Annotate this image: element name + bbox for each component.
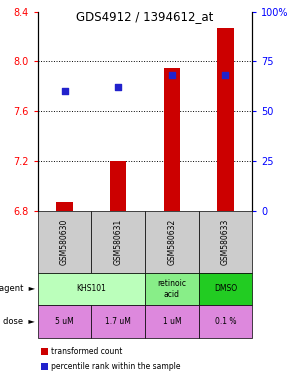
Text: 5 uM: 5 uM [55,317,74,326]
Text: KHS101: KHS101 [76,285,106,293]
Point [62,88,67,94]
Text: dose  ►: dose ► [3,317,35,326]
Point [116,84,121,91]
Text: 1.7 uM: 1.7 uM [105,317,131,326]
Text: GSM580633: GSM580633 [221,219,230,265]
Bar [110,161,126,211]
Text: DMSO: DMSO [214,285,237,293]
Bar [164,68,180,211]
Point [169,72,174,78]
Text: GSM580631: GSM580631 [114,219,123,265]
Bar [218,28,233,211]
Point [223,72,228,78]
Text: percentile rank within the sample: percentile rank within the sample [51,362,180,371]
Text: retinoic
acid: retinoic acid [157,279,186,299]
Text: 1 uM: 1 uM [162,317,181,326]
Text: GSM580630: GSM580630 [60,219,69,265]
Text: transformed count: transformed count [51,347,122,356]
Text: agent  ►: agent ► [0,285,35,293]
Text: 0.1 %: 0.1 % [215,317,236,326]
Bar [57,202,72,211]
Text: GSM580632: GSM580632 [167,219,176,265]
Text: GDS4912 / 1394612_at: GDS4912 / 1394612_at [76,10,214,23]
